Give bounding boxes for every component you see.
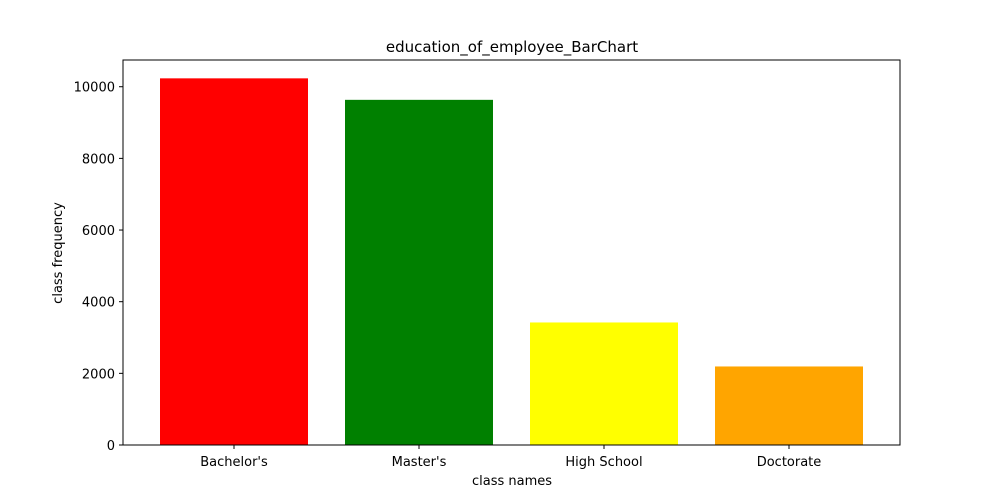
x-tick-label: Bachelor's [200,455,268,470]
bar-doctorate [715,366,863,445]
bar-bachelor-s [160,78,308,445]
y-tick-label: 10000 [74,81,115,96]
y-tick-label: 8000 [82,152,115,167]
x-axis-label: class names [472,474,552,489]
plot-frame [122,59,901,446]
bar-high-school [530,322,678,445]
y-tick-label: 6000 [82,224,115,239]
bars-layer [160,78,863,446]
y-axis-ticks: 0 2000 4000 6000 8000 10000 [74,81,123,454]
bar-master-s [345,99,493,446]
y-tick-label: 0 [107,439,115,454]
x-axis-ticks: Bachelor's Master's High School Doctorate [200,445,821,470]
x-tick-label: Master's [392,455,447,470]
y-axis-label: class frequency [51,202,66,304]
x-tick-label: High School [565,455,642,470]
chart-title: education_of_employee_BarChart [386,38,638,57]
y-tick-label: 4000 [82,296,115,311]
x-tick-label: Doctorate [757,455,822,470]
y-tick-label: 2000 [82,367,115,382]
